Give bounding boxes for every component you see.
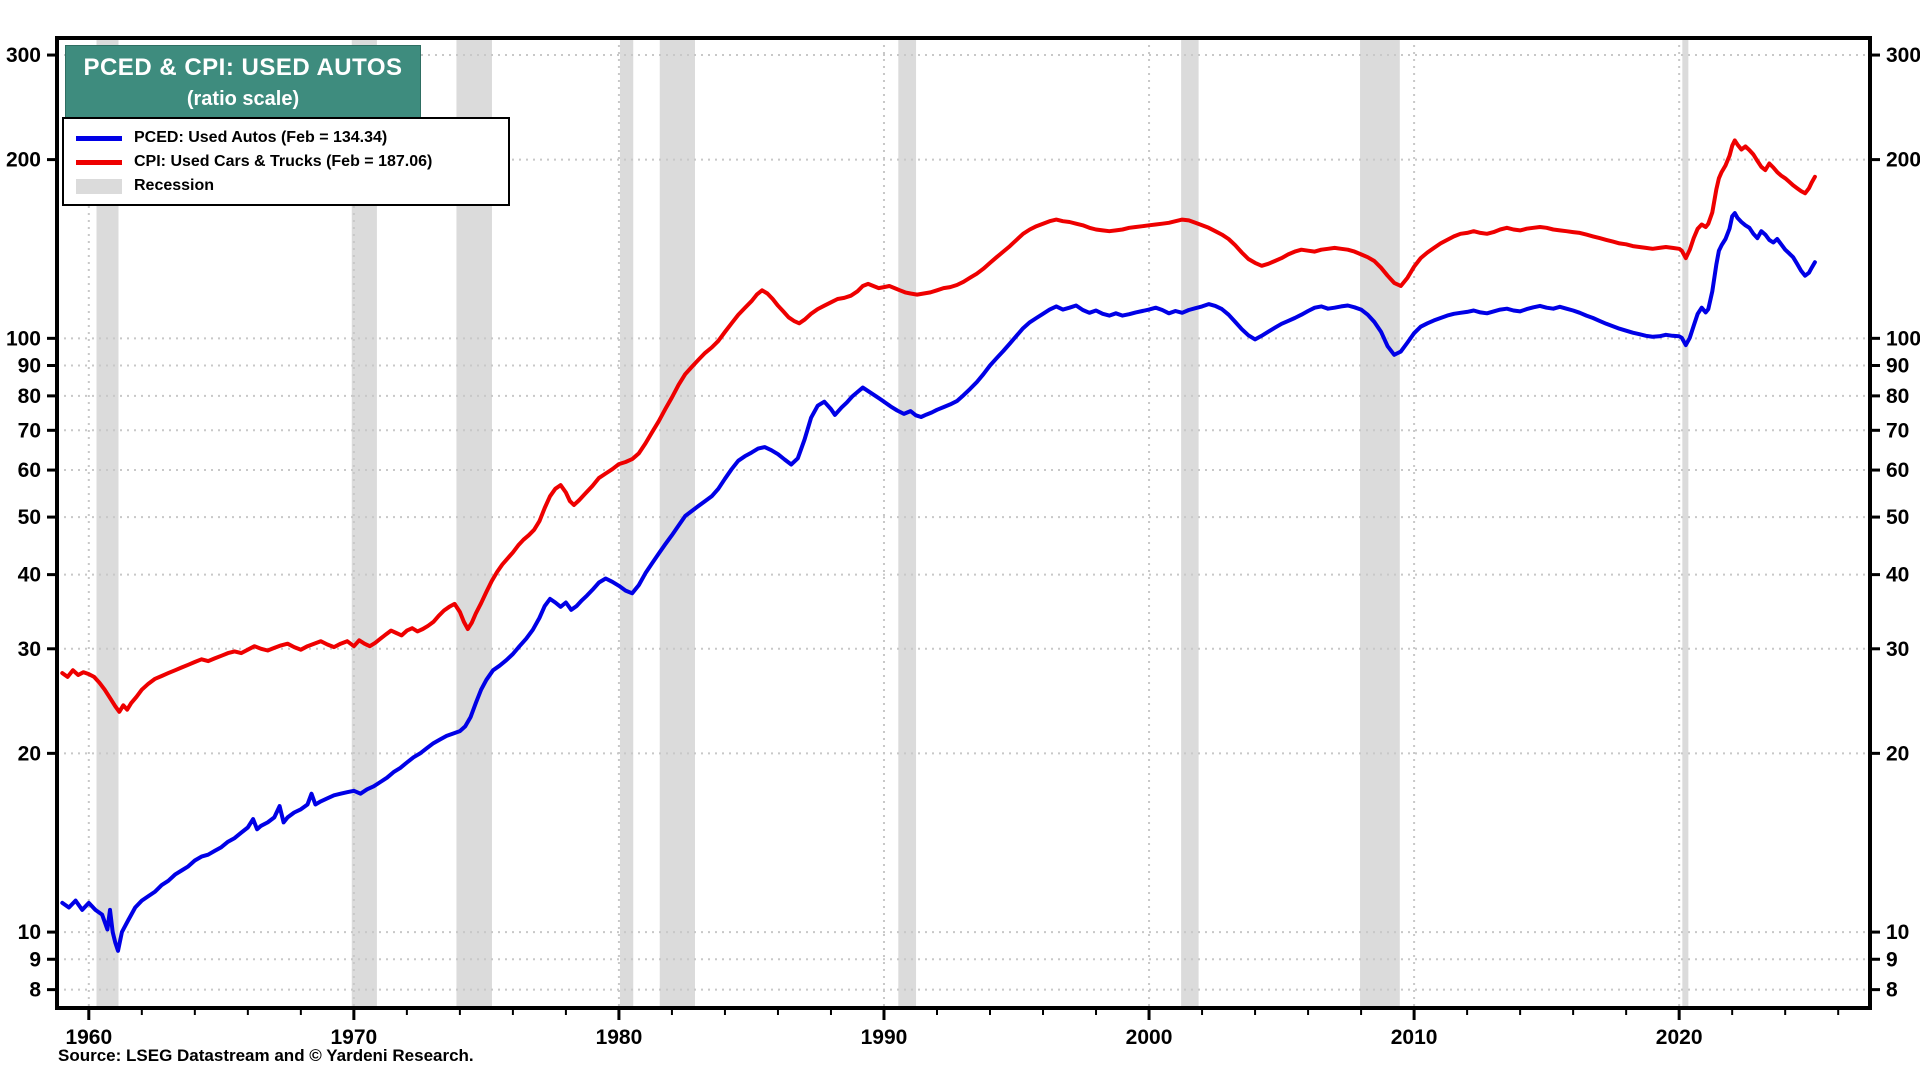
y-axis-label-right: 300 bbox=[1886, 44, 1920, 67]
x-axis-label: 2010 bbox=[1391, 1026, 1438, 1049]
x-axis-label: 2020 bbox=[1656, 1026, 1703, 1049]
y-axis-label-right: 70 bbox=[1886, 419, 1909, 442]
legend-label-recession: Recession bbox=[134, 177, 215, 194]
y-axis-label-left: 60 bbox=[18, 459, 41, 482]
recession-band bbox=[96, 38, 119, 1008]
y-axis-label-left: 70 bbox=[18, 419, 41, 442]
legend-label-pced: PCED: Used Autos (Feb = 134.34) bbox=[134, 129, 388, 146]
x-axis-label: 1970 bbox=[331, 1026, 378, 1049]
y-axis-label-left: 300 bbox=[6, 44, 41, 67]
y-axis-label-right: 100 bbox=[1886, 327, 1920, 350]
plot-area: 300 300 200 200 100 100 90 90 80 80 70 70 60 60 50 50 40… bbox=[6, 36, 1920, 1049]
pced-series-line bbox=[60, 211, 1817, 953]
y-axis-label-left: 40 bbox=[18, 564, 41, 587]
chart-title-box: PCED & CPI: USED AUTOS (ratio scale) bbox=[65, 45, 421, 122]
chart-subtitle: (ratio scale) bbox=[186, 88, 300, 110]
legend-item-pced: PCED: Used Autos (Feb = 134.34) bbox=[76, 126, 498, 150]
y-axis-label-left: 90 bbox=[18, 355, 41, 378]
source-note: Source: LSEG Datastream and © Yardeni Re… bbox=[58, 1046, 474, 1065]
cpi-series-line bbox=[60, 138, 1817, 714]
recession-band bbox=[1360, 38, 1400, 1008]
y-axis-label-left: 50 bbox=[18, 506, 41, 529]
y-axis-label-right: 8 bbox=[1886, 979, 1898, 1002]
y-axis-label-left: 80 bbox=[18, 385, 41, 408]
y-axis-label-left: 9 bbox=[29, 948, 41, 971]
y-axis-label-right: 80 bbox=[1886, 385, 1909, 408]
y-axis-label-right: 30 bbox=[1886, 638, 1909, 661]
y-axis-label-left: 10 bbox=[18, 921, 41, 944]
y-axis-label-right: 90 bbox=[1886, 355, 1909, 378]
y-axis-label-left: 20 bbox=[18, 742, 41, 765]
recession-swatch bbox=[76, 178, 122, 194]
legend-item-cpi: CPI: Used Cars & Trucks (Feb = 187.06) bbox=[76, 150, 498, 174]
legend: PCED: Used Autos (Feb = 134.34) CPI: Use… bbox=[62, 117, 510, 206]
y-axis-label-left: 100 bbox=[6, 327, 41, 350]
y-axis-label-right: 200 bbox=[1886, 149, 1920, 172]
x-axis-label: 1990 bbox=[861, 1026, 908, 1049]
recession-band bbox=[1181, 38, 1199, 1008]
legend-label-cpi: CPI: Used Cars & Trucks (Feb = 187.06) bbox=[134, 153, 433, 170]
recession-band bbox=[898, 38, 917, 1008]
x-axis-label: 1960 bbox=[65, 1026, 112, 1049]
y-axis-label-right: 20 bbox=[1886, 742, 1909, 765]
y-axis-label-right: 9 bbox=[1886, 948, 1898, 971]
pced-line-swatch bbox=[76, 135, 122, 141]
chart-title: PCED & CPI: USED AUTOS bbox=[83, 54, 403, 81]
cpi-line-swatch bbox=[76, 159, 122, 165]
x-axis-label: 1980 bbox=[596, 1026, 643, 1049]
legend-item-recession: Recession bbox=[76, 174, 498, 198]
recession-band bbox=[619, 38, 634, 1008]
y-axis-label-left: 30 bbox=[18, 638, 41, 661]
x-axis-label: 2000 bbox=[1126, 1026, 1173, 1049]
recession-band bbox=[659, 38, 695, 1008]
y-axis-label-right: 10 bbox=[1886, 921, 1909, 944]
plot-frame bbox=[55, 36, 1872, 1010]
y-axis-label-right: 40 bbox=[1886, 564, 1909, 587]
y-axis-label-left: 8 bbox=[29, 979, 41, 1002]
y-axis-label-right: 50 bbox=[1886, 506, 1909, 529]
y-axis-label-left: 200 bbox=[6, 149, 41, 172]
recession-band bbox=[1682, 38, 1689, 1008]
y-axis-label-right: 60 bbox=[1886, 459, 1909, 482]
